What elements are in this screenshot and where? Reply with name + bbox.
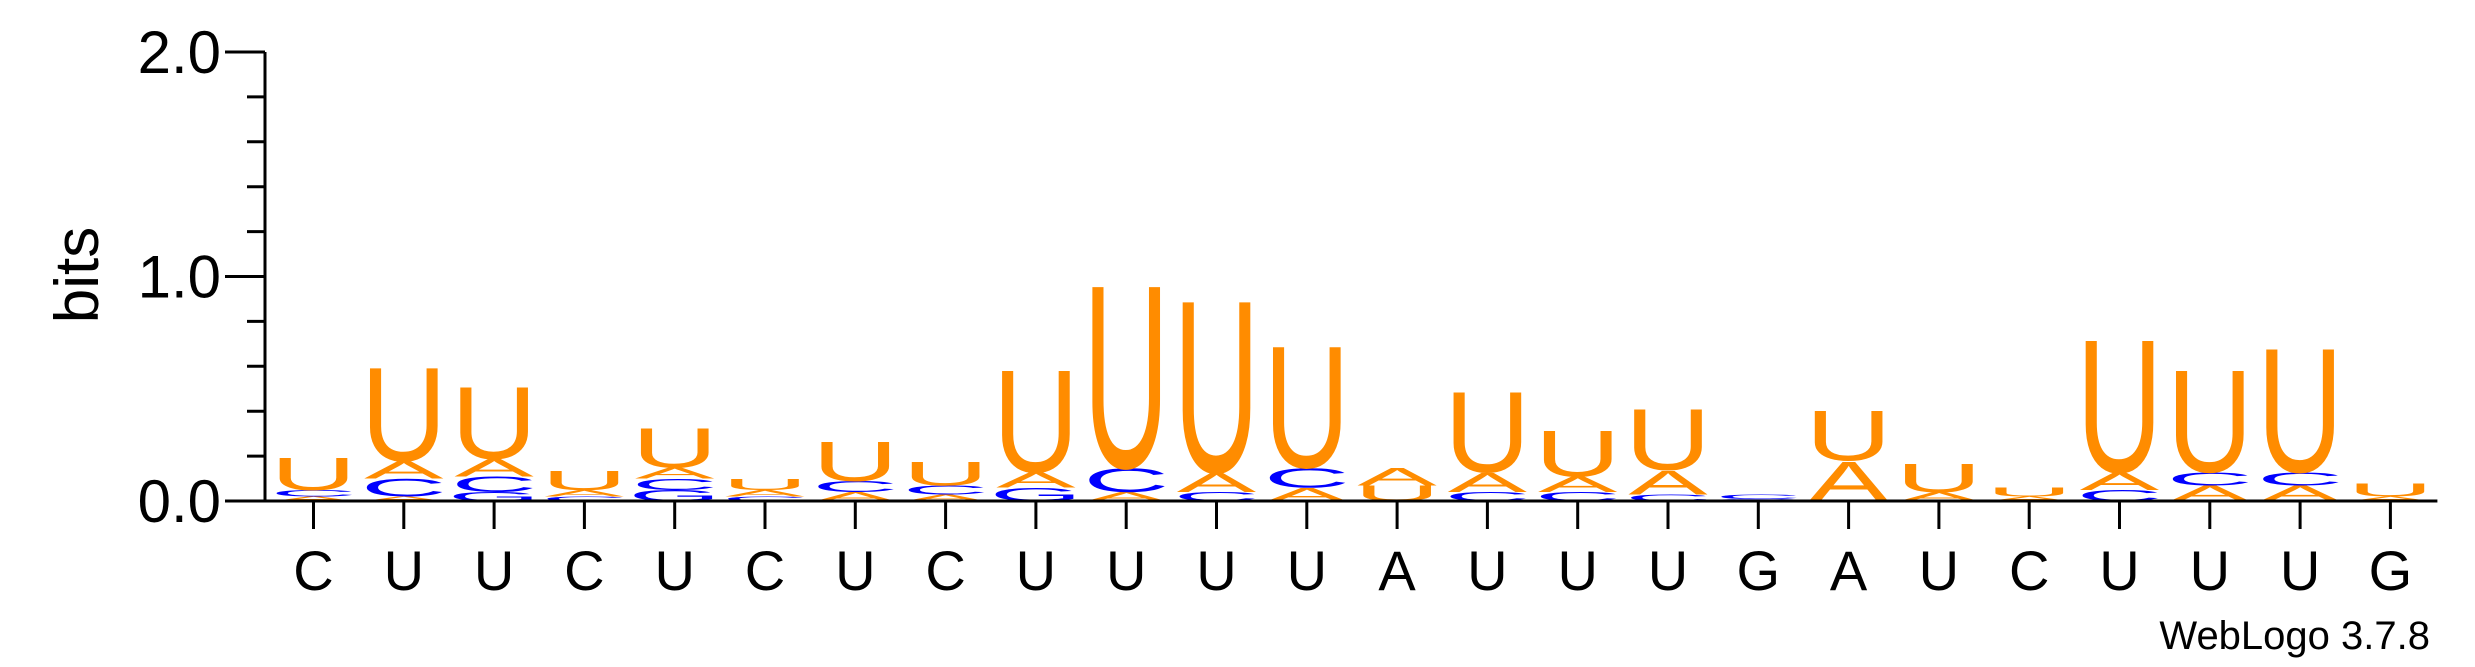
x-tick-label: U [1287,539,1327,602]
logo-glyph-A: A [2351,495,2431,502]
logo-glyph-C: C [541,495,627,502]
x-tick-label: C [564,539,604,602]
logo-glyph-C: C [722,495,808,502]
logo-glyph-U: U [270,448,356,500]
x-tick-label: U [2190,539,2230,602]
logo-glyph-A: A [454,454,534,482]
y-ticks: 0.0 1.0 2.0 [138,19,265,535]
x-tick-label: U [1467,539,1507,602]
logo-glyph-U: U [541,465,627,496]
x-tick-label: U [654,539,694,602]
y-tick-label: 1.0 [138,244,221,311]
logo-glyph-U: U [1444,368,1530,497]
x-tick-label: U [1557,539,1597,602]
x-tick-label: U [474,539,514,602]
logo-glyph-U: U [2347,480,2433,501]
x-tick-label: G [2369,539,2413,602]
logo-glyph-U: U [361,339,447,489]
logo-glyph-A: A [1448,467,1528,498]
logo-glyph-U: U [1896,455,1982,501]
logo-glyph-U: U [993,340,1079,504]
logo-glyph-A: A [1538,472,1617,496]
x-tick-label: G [1737,539,1781,602]
y-tick-label: 2.0 [138,19,221,86]
logo-glyph-C: C [1625,493,1711,503]
logo-glyph-A: A [1357,463,1437,491]
x-tick-label: U [2280,539,2320,602]
logo-glyph-C: C [632,476,718,493]
x-tick-label: U [384,539,424,602]
y-axis-label: bits [43,227,112,323]
x-tick-label: U [835,539,875,602]
logo-glyph-C: C [361,474,447,502]
logo-glyph-C: C [1264,463,1350,494]
logo-glyph-C: C [270,488,356,498]
x-tick-label: C [293,539,333,602]
logo-glyph-A: A [545,488,625,498]
logo-glyph-U: U [1535,418,1621,491]
logo-glyph-U: U [1264,310,1350,505]
logo-glyph-U: U [2257,312,2343,511]
logo-glyph-U: U [2167,340,2253,504]
logo-glyph-U: U [1625,391,1711,489]
logo-glyph-C: C [1715,493,1801,500]
logo-glyph-U: U [451,365,537,481]
logo-glyph-U: U [1986,485,2072,499]
x-tick-label: C [2009,539,2049,602]
x-tick-label: U [1016,539,1056,602]
logo-glyph-C: C [903,483,989,497]
logo-glyph-A: A [725,488,805,498]
logo-glyph-A: A [906,493,986,503]
logo-glyph-U: U [1806,396,1892,476]
logo-glyph-U: U [722,476,808,493]
logo-glyph-U: U [2076,299,2162,512]
x-tick-label: C [925,539,965,602]
x-tick-label: U [1648,539,1688,602]
logo-glyph-A: A [274,495,354,502]
logo-glyph-U: U [812,430,898,493]
logo-glyph-C: C [812,478,898,495]
logo-glyph-A: A [364,495,444,502]
logo-glyph-A: A [635,464,715,481]
logo-glyph-A: A [1628,463,1708,501]
x-tick-label: U [1919,539,1959,602]
logo-glyph-C: C [1083,461,1169,499]
y-tick-label: 0.0 [138,468,221,535]
x-tick-label: A [1378,539,1416,602]
logo-glyph-U: U [1173,249,1259,524]
logo-glyph-A: A [2080,467,2160,495]
x-tick-label: U [2099,539,2139,602]
logo-glyph-U: U [632,417,718,480]
x-tick-label: A [1830,539,1868,602]
logo-glyph-A: A [996,468,1075,492]
logo-glyph-C: C [2257,469,2343,490]
logo-glyph-U: U [1083,232,1169,524]
logo-glyph-A: A [1177,467,1257,498]
logo-glyph-C: C [451,472,537,496]
x-tick-label: U [1106,539,1146,602]
logo-glyph-C: C [2167,469,2253,490]
x-tick-label: C [745,539,785,602]
weblogo-credit: WebLogo 3.7.8 [2159,614,2430,658]
x-tick-label: U [1196,539,1236,602]
logo-glyph-A: A [364,456,444,484]
logo-glyph-A: A [1989,495,2069,502]
logo-glyph-U: U [903,454,989,492]
